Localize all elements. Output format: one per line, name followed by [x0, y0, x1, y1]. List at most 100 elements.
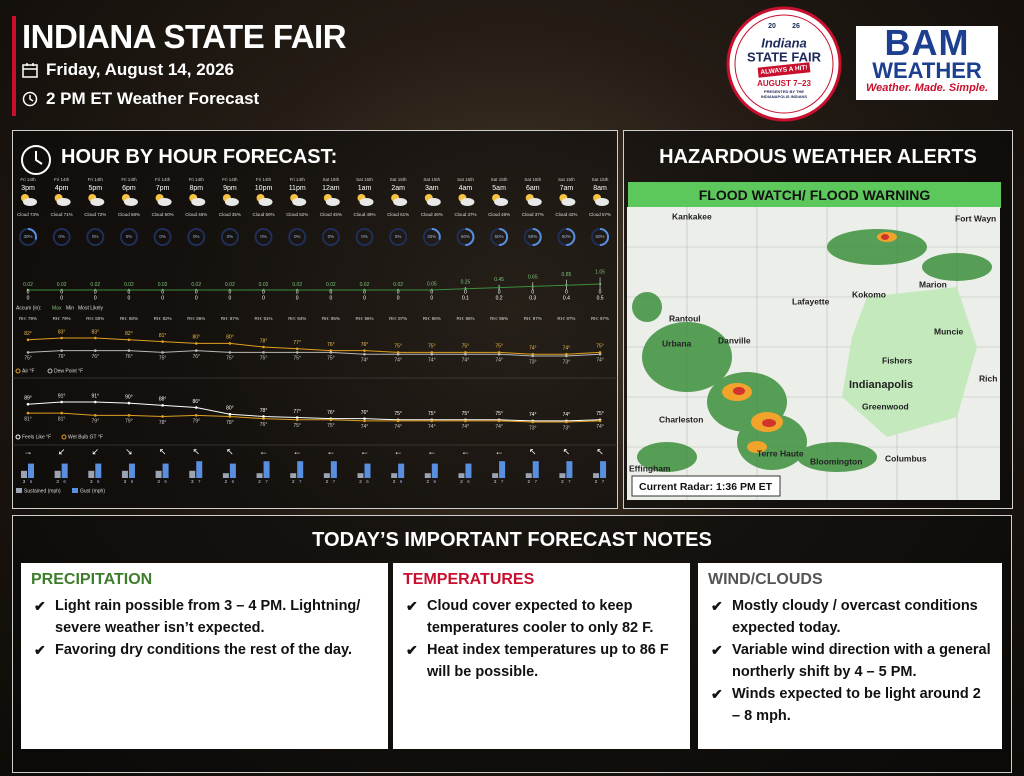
cloud-label: Cloud 37% [454, 212, 476, 217]
dew-point [363, 352, 366, 356]
air-point [430, 351, 434, 354]
rh-label: RH: 97% [389, 316, 407, 321]
air-label: 76° [327, 342, 335, 348]
gust-bar [566, 461, 573, 478]
day-label: Fri 14th [290, 177, 306, 182]
feels-point [161, 404, 164, 407]
cloud [23, 198, 37, 206]
wind-direction: ↖ [192, 446, 200, 456]
sustained-label: 2 [561, 479, 564, 484]
sustained-bar [391, 473, 398, 478]
accum-likely-label: 0 [27, 295, 30, 301]
accum-min: 0 [262, 289, 265, 295]
time-label: 11pm [289, 185, 306, 192]
note-heading: PRECIPITATION [31, 571, 153, 588]
day-label: Fri 14th [54, 177, 70, 182]
accum-max: 0.45 [494, 277, 504, 283]
sustained-label: 2 [527, 479, 530, 484]
cloud [460, 198, 475, 206]
dew-point [497, 352, 501, 356]
gust-bar [364, 463, 371, 478]
rh-label: RH: 79% [19, 316, 37, 321]
dew-label: 75° [293, 356, 301, 362]
air-label: 75° [495, 344, 503, 350]
accum-likely-label: 0 [60, 295, 63, 301]
accum-min: 0 [94, 289, 97, 295]
precip-label: 30% [23, 234, 32, 239]
logo-dates: AUGUST 7–23 [757, 79, 811, 88]
accum-likely-label: 0.1 [462, 295, 469, 301]
wbgt-point [497, 419, 501, 423]
sustained-label: 2 [494, 479, 497, 484]
gust-label: 6 [131, 479, 134, 484]
cloud [494, 198, 509, 206]
day-label: Fri 14th [189, 177, 205, 182]
bam-tagline: Weather. Made. Simple. [865, 82, 989, 94]
city-label: Lafayette [792, 296, 830, 306]
city-label: Fishers [882, 355, 913, 365]
accum-max: 0.02 [393, 282, 403, 288]
air-point [531, 352, 535, 356]
feels-label: 75° [495, 411, 503, 417]
accum-max: 0.05 [427, 282, 437, 288]
feels-label: 76° [361, 410, 369, 416]
gust-bar [431, 463, 438, 478]
wind-direction: ↖ [563, 446, 571, 456]
air-label: 82° [24, 331, 32, 337]
wbgt-line [28, 412, 601, 423]
wbgt-point [363, 419, 366, 423]
time-label: 6pm [122, 185, 136, 192]
rh-label: RH: 96% [355, 316, 373, 321]
accum-min: 0 [397, 289, 400, 295]
cloud-label: Cloud 52% [286, 212, 308, 217]
feels-point [228, 412, 232, 416]
dew-label: 75° [260, 356, 268, 362]
cloud-label: Cloud 57% [589, 212, 611, 217]
time-label: 4am [459, 185, 473, 192]
cloud [595, 198, 610, 206]
wind-direction: ↘ [125, 446, 133, 456]
precip-label: 0% [126, 234, 133, 239]
feels-label: 91° [58, 393, 66, 399]
wbgt-label: 73° [563, 425, 571, 431]
rh-label: RH: 80% [86, 316, 104, 321]
feels-label: 90° [125, 394, 133, 400]
cloud-label: Cloud 50% [152, 212, 174, 217]
air-label: 76° [361, 342, 369, 348]
accum-likely-label: 0.5 [597, 295, 604, 301]
accum-likely-label: 0.4 [563, 295, 570, 301]
cloud-label: Cloud 72% [84, 212, 106, 217]
dew-point [262, 351, 265, 354]
sustained-label: 3 [124, 479, 127, 484]
air-point [228, 342, 232, 345]
day-label: Sat 15th [558, 177, 575, 182]
time-label: 10pm [255, 185, 273, 192]
time-label: 9pm [223, 185, 237, 192]
time-label: 8am [593, 185, 607, 192]
city-label: Terre Haute [757, 448, 804, 458]
cloud [527, 198, 542, 206]
time-label: 6am [526, 185, 540, 192]
accum-min: 0 [229, 289, 232, 295]
feels-point [363, 417, 366, 420]
dew-label: 74° [495, 358, 503, 364]
gust-label: 7 [568, 479, 571, 484]
hourly-panel: HOUR BY HOUR FORECAST: [12, 130, 618, 509]
gust-label: 6 [30, 479, 33, 484]
accum-min: 0 [599, 289, 602, 295]
wbgt-point [60, 411, 63, 415]
precip-ring [456, 228, 475, 246]
air-label: 83° [92, 329, 100, 335]
sustained-label: 2 [359, 479, 362, 484]
dew-label: 73° [563, 359, 571, 365]
sustained-label: 2 [258, 479, 261, 484]
feels-label: 86° [192, 399, 200, 405]
notes-title: TODAY’S IMPORTANT FORECAST NOTES [312, 529, 712, 551]
wind-direction: ↖ [159, 446, 167, 456]
rh-label: RH: 97% [591, 316, 609, 321]
accum-min: 0 [60, 289, 63, 295]
note-bullet: Light rain possible from 3 – 4 PM. Light… [31, 595, 378, 639]
sustained-bar [256, 473, 263, 478]
wbgt-label: 79° [125, 419, 133, 425]
gust-bar [28, 463, 34, 478]
